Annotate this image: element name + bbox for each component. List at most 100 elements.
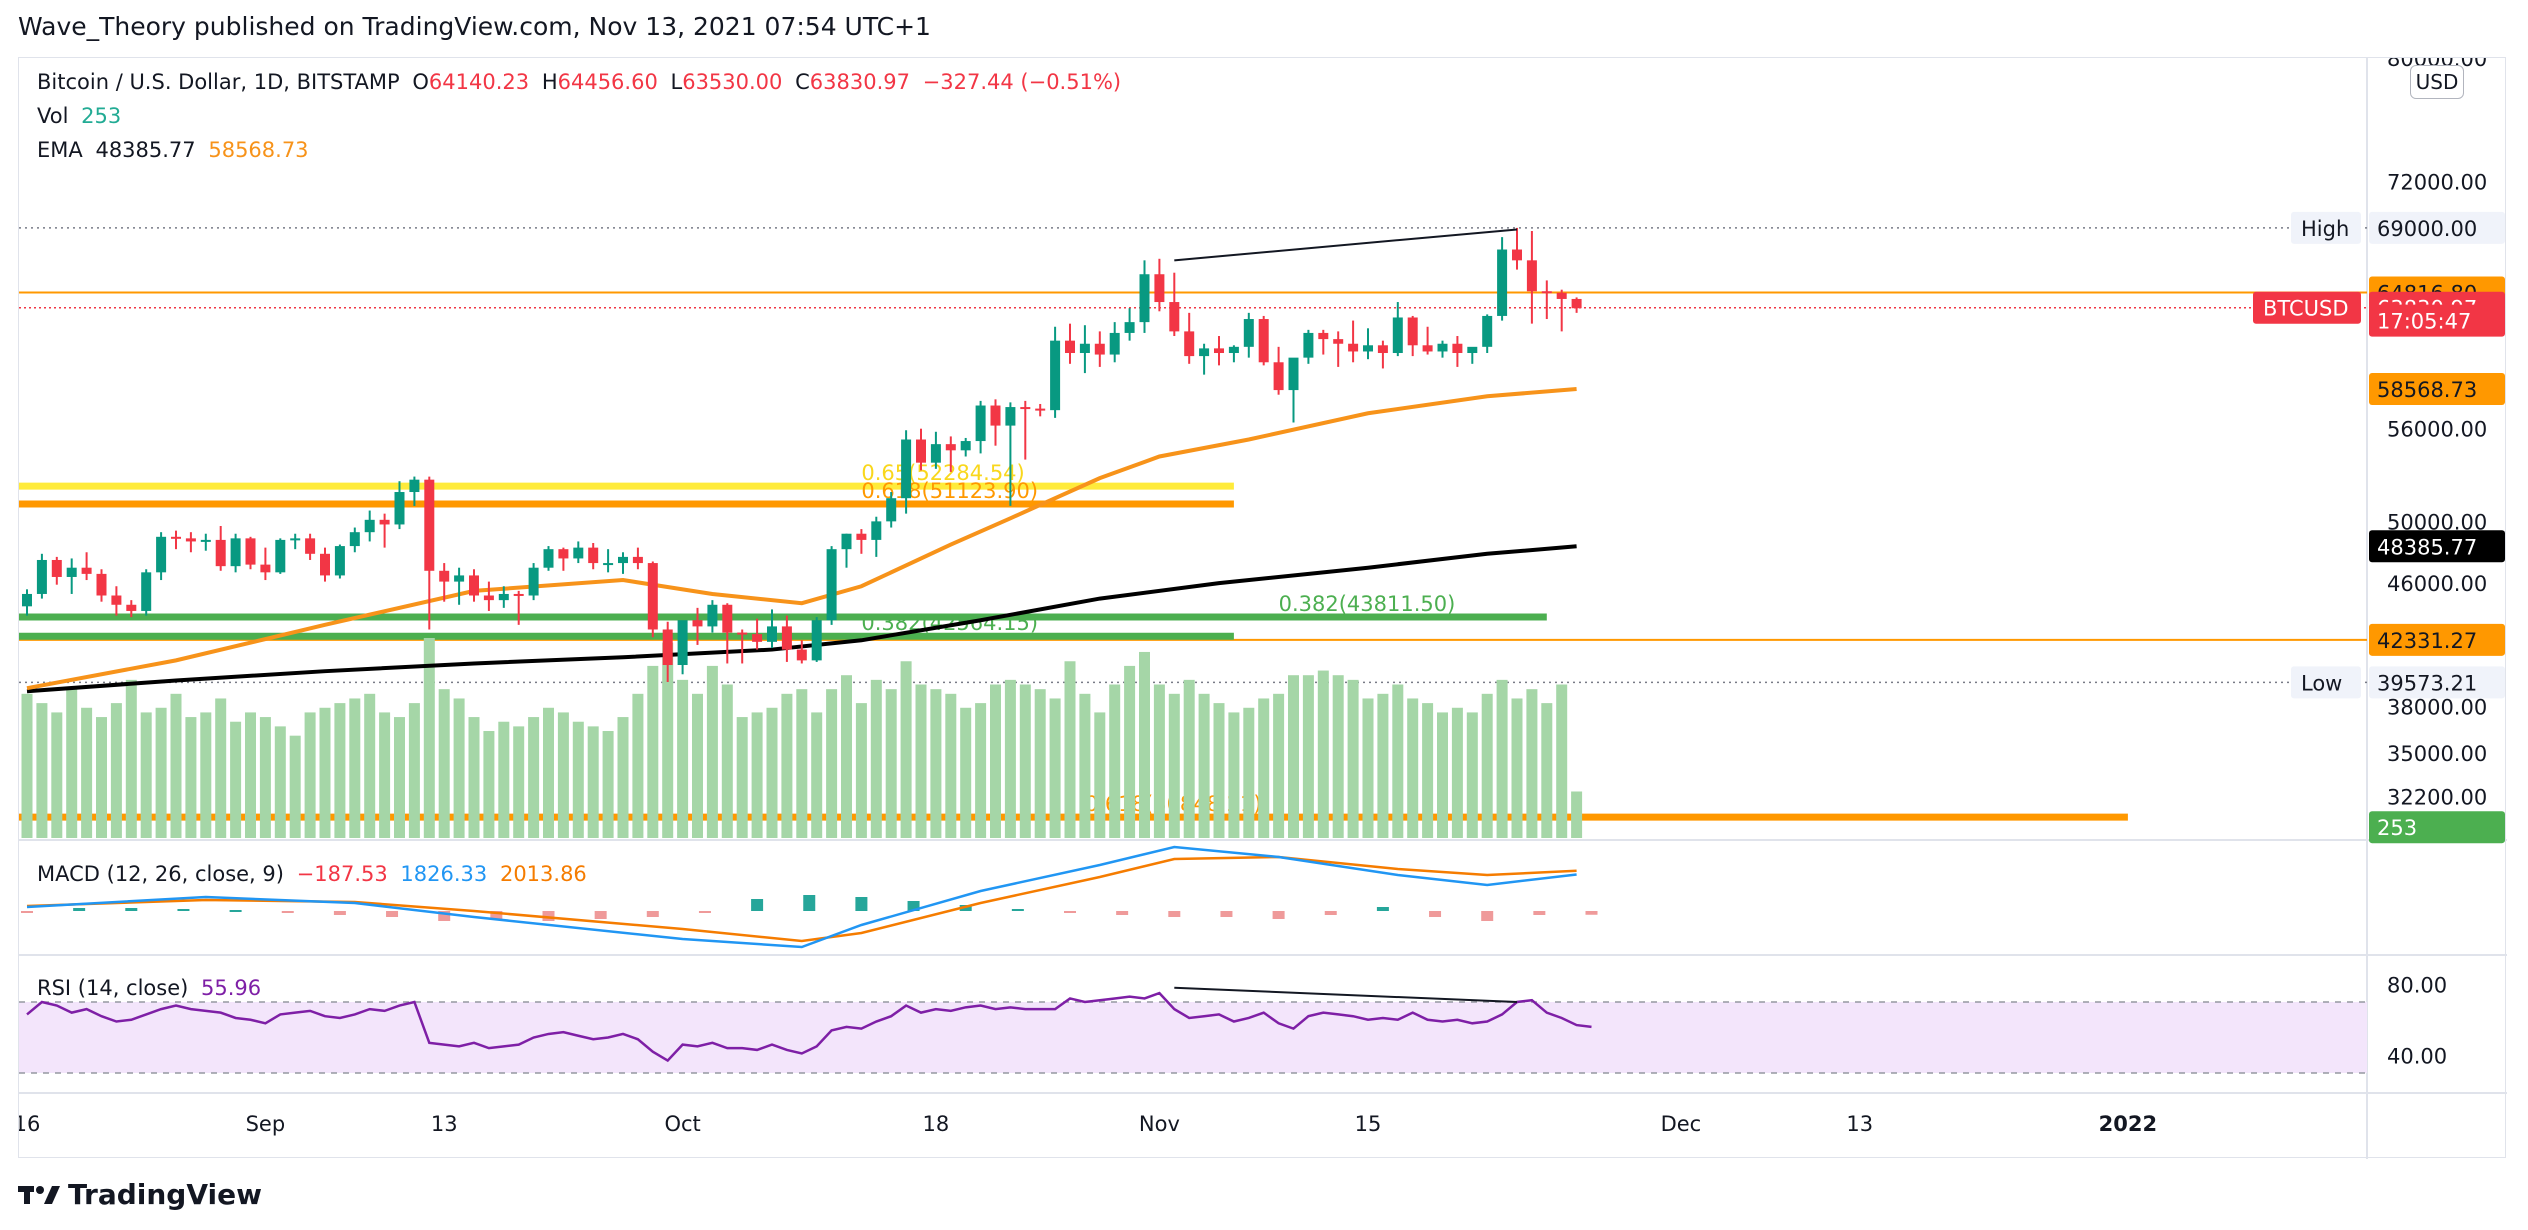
- volume-bar: [1451, 707, 1463, 838]
- volume-bar: [379, 712, 391, 838]
- volume-label[interactable]: Vol: [37, 104, 69, 128]
- candle-body: [1392, 317, 1403, 354]
- macd-histogram-bar: [73, 908, 86, 911]
- currency-button[interactable]: USD: [2410, 65, 2464, 99]
- candle-body: [737, 632, 748, 635]
- candle-body: [156, 536, 167, 573]
- candle-body: [767, 626, 777, 642]
- main-legend: Bitcoin / U.S. Dollar, 1D, BITSTAMP O641…: [37, 70, 1127, 94]
- candle-body: [1154, 274, 1165, 303]
- candle-body: [901, 439, 912, 499]
- candle-body: [1303, 332, 1314, 358]
- time-axis-tick: Nov: [1139, 1112, 1180, 1136]
- volume-bar: [781, 693, 793, 838]
- volume-bar: [334, 703, 346, 838]
- candle-body: [603, 563, 614, 566]
- macd-histogram-bar: [125, 908, 138, 911]
- candle-body: [1005, 407, 1016, 426]
- price-scale-tick: 56000.00: [2387, 418, 2487, 442]
- macd-histogram-bar: [1220, 911, 1233, 917]
- volume-bar: [21, 693, 33, 838]
- volume-bar: [960, 707, 972, 838]
- candle-body: [1288, 357, 1299, 391]
- volume-bar: [453, 698, 465, 838]
- volume-bar: [1496, 679, 1508, 838]
- candle-body: [483, 595, 494, 601]
- price-tag-label: 58568.73: [2377, 378, 2477, 402]
- macd-legend: MACD (12, 26, close, 9) −187.53 1826.33 …: [37, 862, 593, 886]
- chart-canvas[interactable]: 0.65(52284.54)0.618(51123.90)0.382(43811…: [19, 58, 2507, 1159]
- volume-bar: [930, 689, 942, 838]
- rsi-label[interactable]: RSI (14, close): [37, 976, 189, 1000]
- candle-body: [1228, 346, 1239, 354]
- volume-bar: [1526, 689, 1538, 838]
- volume-bar: [1139, 651, 1150, 838]
- candle-body: [1258, 319, 1269, 363]
- price-scale-tick: 32200.00: [2387, 785, 2487, 809]
- volume-bar: [438, 689, 450, 838]
- macd-label[interactable]: MACD (12, 26, close, 9): [37, 862, 284, 886]
- price-tag-bg: [2369, 811, 2505, 844]
- candle-body: [871, 521, 882, 540]
- volume-bar: [483, 731, 495, 838]
- symbol-title[interactable]: Bitcoin / U.S. Dollar, 1D, BITSTAMP: [37, 70, 400, 94]
- volume-bar: [245, 712, 256, 838]
- open-value: 64140.23: [428, 70, 530, 94]
- price-tag-bg: [2369, 623, 2505, 656]
- volume-bar: [1302, 675, 1314, 838]
- macd-signal-value: 2013.86: [499, 862, 587, 886]
- volume-bar: [1004, 679, 1016, 838]
- volume-bar: [1392, 684, 1404, 838]
- candle-body: [856, 533, 867, 540]
- volume-bar: [855, 703, 867, 838]
- candle-body: [677, 620, 688, 666]
- candle-body: [469, 575, 479, 596]
- candle-body: [141, 572, 152, 611]
- volume-bar: [528, 717, 540, 838]
- rsi-value: 55.96: [201, 976, 262, 1000]
- candle-body: [1512, 249, 1522, 261]
- high-trendline: [1174, 228, 1518, 262]
- volume-bar: [1019, 684, 1031, 838]
- candle-body: [111, 595, 122, 605]
- volume-bar: [870, 679, 882, 838]
- candle-body: [781, 626, 792, 650]
- volume-bar: [1362, 698, 1374, 838]
- candle-body: [1467, 346, 1478, 354]
- volume-bar: [51, 712, 63, 838]
- footer-brand-text: TradingView: [68, 1178, 262, 1211]
- volume-bar: [1511, 698, 1523, 838]
- candle-body: [990, 405, 1001, 426]
- change-value: −327.44 (−0.51%): [922, 70, 1122, 94]
- candle-body: [528, 567, 539, 596]
- price-tag-bg: [2369, 211, 2505, 244]
- price-tag-bg: [2369, 304, 2505, 337]
- macd-histogram-bar: [281, 911, 294, 913]
- rsi-scale-tick: 80.00: [2387, 973, 2447, 997]
- candle-body: [1482, 315, 1493, 347]
- chart-frame[interactable]: 0.65(52284.54) 0.618(51123.90) 0.382(43811…: [18, 57, 2507, 1159]
- macd-histogram-bar: [229, 910, 242, 912]
- macd-histogram-bar: [1168, 911, 1181, 917]
- volume-bar: [1109, 684, 1121, 838]
- ema-label[interactable]: EMA: [37, 138, 83, 162]
- candle-body: [752, 634, 763, 642]
- candle-body: [841, 533, 852, 550]
- volume-bar: [230, 721, 242, 838]
- volume-bar: [826, 689, 838, 838]
- volume-bar: [796, 689, 808, 838]
- footer-brand[interactable]: TradingView: [18, 1178, 262, 1211]
- side-label-text: High: [2301, 217, 2349, 241]
- volume-bar: [140, 712, 152, 838]
- macd-line-value: 1826.33: [400, 862, 488, 886]
- candle-body: [364, 519, 375, 533]
- volume-bar: [1377, 693, 1389, 838]
- volume-bar: [1094, 712, 1106, 838]
- candle-body: [215, 539, 226, 567]
- volume-bar: [557, 712, 569, 838]
- candle-body: [647, 563, 658, 630]
- volume-bar: [647, 665, 659, 838]
- volume-bar: [259, 717, 271, 838]
- volume-bar: [1288, 675, 1299, 838]
- candle-body: [200, 539, 211, 542]
